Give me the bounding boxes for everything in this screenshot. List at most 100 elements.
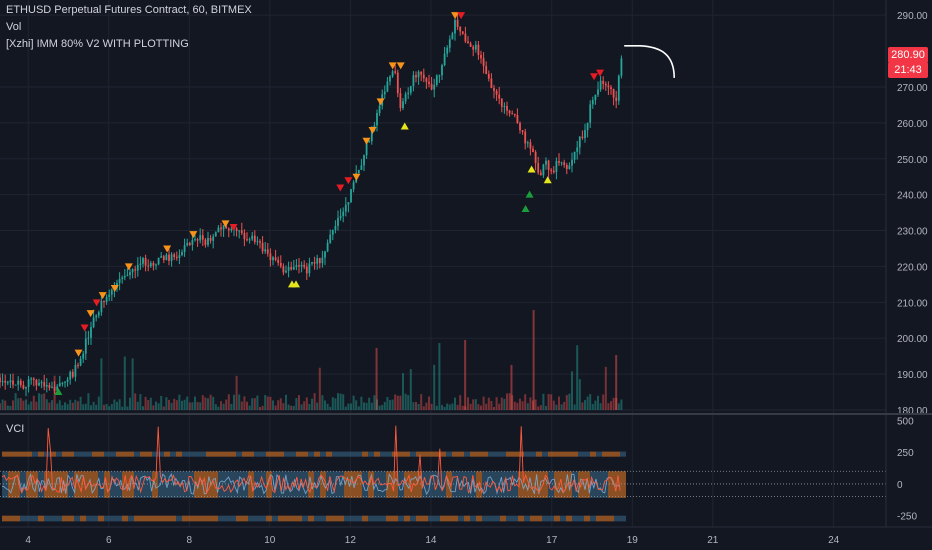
vci-band-bottom — [608, 515, 614, 522]
volume-bar — [227, 394, 230, 410]
candle-body — [617, 75, 620, 101]
volume-bar — [334, 398, 337, 410]
volume-legend: Vol — [6, 21, 22, 33]
volume-bar — [264, 395, 267, 410]
vci-band-bottom — [212, 515, 218, 522]
vci-band-bottom — [512, 515, 518, 522]
volume-bar — [95, 404, 98, 410]
vci-band-bottom — [620, 515, 626, 522]
candle-body — [599, 80, 602, 90]
volume-bar — [375, 348, 378, 410]
vci-band-bottom — [458, 515, 464, 522]
candle-body — [121, 277, 124, 279]
candle-body — [480, 54, 482, 59]
candle-body — [545, 160, 547, 165]
vci-band-bottom — [446, 515, 452, 522]
candle-body — [454, 19, 456, 34]
vci-band-middle — [164, 471, 170, 498]
orange-down-arrow — [352, 173, 361, 181]
candle-body — [100, 301, 103, 313]
candle-body — [56, 386, 59, 391]
volume-bar — [519, 398, 521, 410]
volume-bar — [617, 403, 620, 410]
vci-band-middle — [146, 471, 152, 498]
candle-body — [131, 269, 134, 273]
volume-bar — [142, 406, 144, 410]
volume-bar — [370, 402, 373, 410]
vci-band-top — [368, 451, 374, 457]
countdown-tag: 21:43 — [888, 62, 928, 78]
volume-bar — [537, 406, 540, 410]
candle-body — [48, 385, 51, 388]
vci-band-top — [518, 451, 524, 457]
volume-bar — [355, 400, 358, 410]
candle-body — [550, 169, 553, 171]
volume-bar — [524, 394, 527, 410]
vci-band-top — [68, 451, 74, 457]
vci-band-top — [602, 451, 608, 457]
volume-bar — [308, 403, 311, 410]
vci-band-bottom — [296, 515, 302, 522]
volume-bar — [321, 395, 324, 410]
volume-bar — [508, 393, 511, 410]
chart-title: ETHUSD Perpetual Futures Contract, 60, B… — [6, 4, 252, 16]
volume-bar — [409, 369, 412, 410]
vci-band-bottom — [14, 515, 20, 522]
candle-body — [334, 225, 337, 230]
yellow-up-arrow — [543, 176, 552, 184]
volume-bar — [594, 400, 597, 410]
candle-body — [417, 71, 420, 78]
candle-body — [337, 217, 339, 226]
candle-body — [71, 371, 74, 377]
vci-band-top — [140, 451, 146, 457]
green-up-arrow — [54, 388, 63, 396]
vci-band-top — [416, 451, 422, 457]
y-tick-label: 190.00 — [897, 370, 928, 381]
volume-bar — [220, 401, 222, 410]
vci-band-top — [32, 451, 38, 457]
volume-bar — [105, 403, 108, 410]
candle-body — [251, 235, 254, 240]
volume-bar — [282, 403, 285, 410]
candle-body — [212, 236, 215, 241]
candle-body — [264, 249, 267, 252]
volume-bar — [181, 400, 183, 410]
candle-body — [425, 78, 428, 82]
vci-band-top — [86, 451, 92, 457]
vci-band-bottom — [200, 515, 206, 522]
y-tick-label: 220.00 — [897, 262, 928, 273]
candle-body — [363, 155, 365, 166]
volume-bar — [118, 399, 121, 410]
vci-band-bottom — [596, 515, 602, 522]
candle-body — [53, 386, 56, 391]
vci-band-middle — [446, 471, 452, 498]
volume-bar — [157, 403, 160, 410]
volume-bar — [357, 406, 360, 410]
vci-band-bottom — [506, 515, 512, 522]
vci-band-bottom — [248, 515, 254, 522]
vci-band-bottom — [452, 515, 458, 522]
vci-band-top — [596, 451, 602, 457]
y-tick-label: 270.00 — [897, 83, 928, 94]
candle-body — [532, 148, 534, 153]
vci-band-top — [26, 451, 32, 457]
candle-body — [394, 71, 397, 73]
volume-bar — [513, 401, 516, 410]
volume-bar — [131, 358, 134, 410]
vci-band-middle — [224, 471, 230, 498]
vci-band-top — [188, 451, 194, 457]
candle-body — [565, 164, 568, 169]
vci-band-top — [272, 451, 278, 457]
candle-body — [290, 267, 293, 270]
vci-band-bottom — [566, 515, 572, 522]
vci-band-bottom — [176, 515, 182, 522]
candle-body — [35, 379, 38, 386]
candle-body — [472, 46, 475, 50]
candle-body — [287, 267, 290, 271]
candle-body — [316, 258, 319, 264]
volume-bar — [196, 402, 199, 410]
volume-bar — [560, 404, 563, 410]
candle-body — [370, 130, 373, 142]
